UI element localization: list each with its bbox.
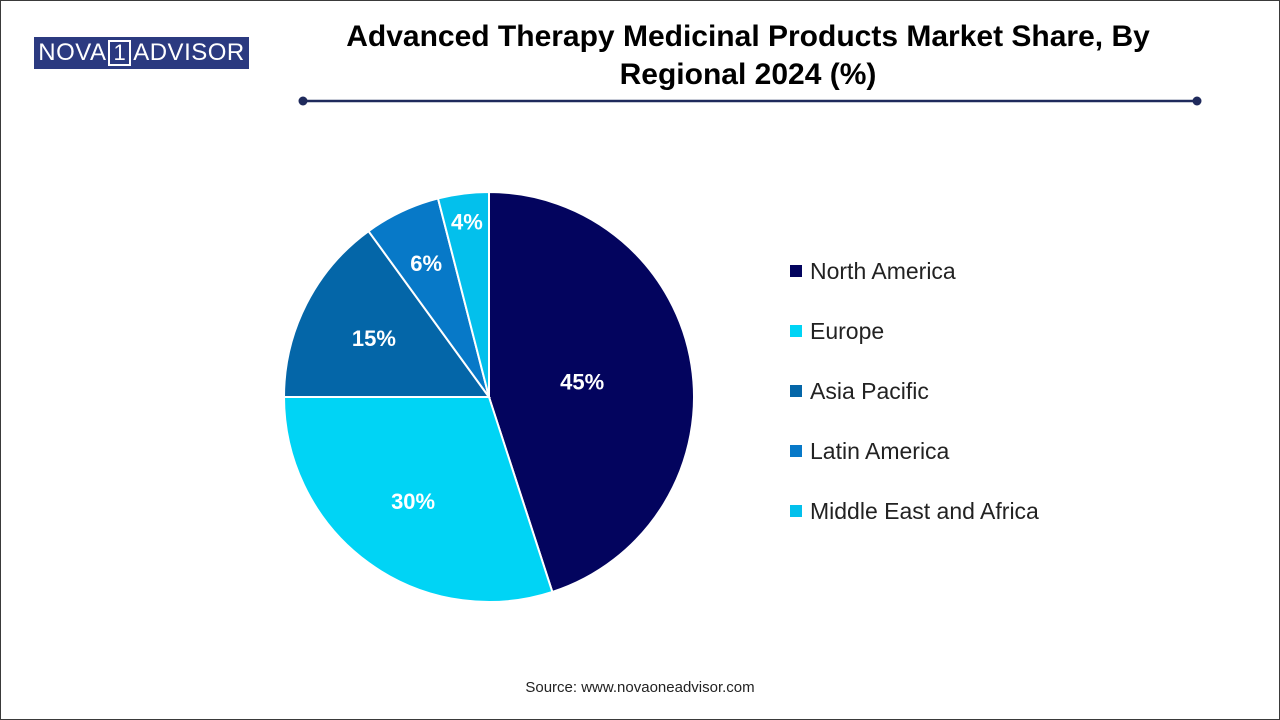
legend-swatch-europe [790,325,802,337]
data-label-north-america: 45% [560,370,604,395]
legend-label-asia-pacific: Asia Pacific [810,377,929,404]
legend-item-asia-pacific: Asia Pacific [790,376,1039,406]
legend-swatch-north-america [790,265,802,277]
pie-slice-north-america [488,190,695,594]
legend-swatch-middle-east-and-africa [790,505,802,517]
logo-text-left: NOVA [38,39,107,66]
title-rule-dot-right [1192,96,1202,106]
logo-text-right: ADVISOR [133,39,245,66]
nova-advisor-logo: NOVA 1 ADVISOR [34,37,249,69]
data-label-asia-pacific: 15% [352,326,396,351]
legend-item-europe: Europe [790,316,1039,346]
pie-slice-europe [282,396,554,603]
title-rule-dot-left [298,96,308,106]
logo-box: 1 [108,40,132,66]
chart-legend: North America Europe Asia Pacific Latin Ame… [790,256,1039,556]
pie-slice-middle-east-and-africa [436,190,490,398]
data-label-europe: 30% [391,489,435,514]
chart-title: Advanced Therapy Medicinal Products Mark… [346,20,1150,91]
pie-chart: 45% 30% 15% 6% 4% [282,190,695,603]
legend-item-north-america: North America [790,256,1039,286]
title-rule [298,96,1202,106]
legend-label-europe: Europe [810,317,885,344]
legend-label-middle-east-and-africa: Middle East and Africa [810,497,1039,524]
source-note: Source: www.novaoneadvisor.com [525,679,755,696]
legend-item-middle-east-and-africa: Middle East and Africa [790,496,1039,526]
legend-label-north-america: North America [810,257,956,284]
legend-label-latin-america: Latin America [810,437,950,464]
pie-slice-asia-pacific [282,229,491,398]
data-label-latin-america: 6% [410,251,442,276]
legend-item-latin-america: Latin America [790,436,1039,466]
data-label-middle-east-and-africa: 4% [451,210,483,235]
legend-swatch-asia-pacific [790,385,802,397]
legend-swatch-latin-america [790,445,802,457]
